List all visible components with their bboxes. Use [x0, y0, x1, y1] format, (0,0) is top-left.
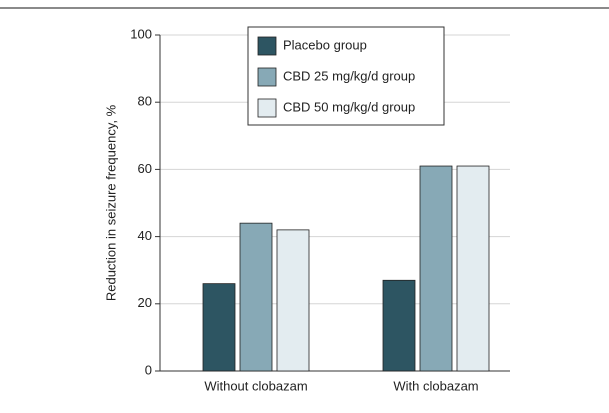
- y-tick-label: 60: [138, 161, 152, 176]
- bar: [239, 222, 273, 372]
- legend-swatch: [257, 98, 277, 118]
- y-tick-label: 40: [138, 228, 152, 243]
- bar: [202, 283, 236, 372]
- y-axis-label: Reduction in seizure frequency, %: [103, 104, 118, 301]
- y-tick-label: 0: [145, 362, 152, 377]
- x-tick-label: Without clobazam: [204, 378, 307, 393]
- y-tick-label: 80: [138, 94, 152, 109]
- legend-label: CBD 50 mg/kg/d group: [283, 99, 415, 114]
- bar: [419, 165, 453, 372]
- bar: [382, 279, 416, 372]
- legend-label: CBD 25 mg/kg/d group: [283, 68, 415, 83]
- legend-swatch: [257, 67, 277, 87]
- y-tick-label: 20: [138, 295, 152, 310]
- y-tick-label: 100: [130, 26, 152, 41]
- legend-label: Placebo group: [283, 37, 367, 52]
- legend-box: [247, 26, 445, 126]
- bar: [276, 229, 310, 372]
- x-tick-label: With clobazam: [393, 378, 478, 393]
- bar: [456, 165, 490, 372]
- legend-swatch: [257, 36, 277, 56]
